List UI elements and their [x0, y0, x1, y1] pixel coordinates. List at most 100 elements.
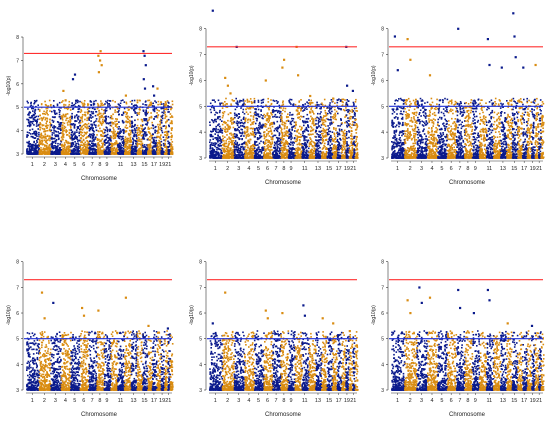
snp-point — [63, 114, 65, 116]
snp-point — [136, 127, 138, 129]
y-tick-label: 3 — [16, 152, 19, 158]
snp-point — [247, 101, 249, 103]
snp-point — [258, 127, 260, 129]
snp-point — [91, 152, 93, 154]
snp-point — [44, 139, 46, 141]
snp-point — [114, 101, 116, 103]
snp-point — [132, 130, 134, 132]
snp-point — [45, 125, 47, 127]
snp-point — [161, 112, 163, 114]
snp-point — [56, 150, 58, 152]
snp-point — [127, 127, 129, 129]
snp-point — [98, 120, 100, 122]
snp-point — [115, 124, 117, 126]
snp-point — [170, 133, 172, 135]
x-tick-label: 5 — [73, 162, 76, 168]
snp-peak-point — [156, 88, 158, 90]
snp-point — [239, 144, 241, 146]
snp-point — [56, 134, 58, 136]
snp-point — [222, 138, 224, 140]
snp-point — [26, 119, 28, 121]
snp-point — [142, 130, 144, 132]
snp-point — [40, 149, 42, 151]
snp-point — [93, 140, 95, 142]
snp-point — [222, 147, 224, 149]
snp-point — [234, 145, 236, 147]
snp-point — [89, 126, 91, 128]
snp-point — [264, 126, 266, 128]
snp-point — [212, 99, 214, 101]
snp-point — [282, 121, 284, 123]
snp-point — [215, 119, 217, 121]
snp-point — [26, 149, 28, 151]
snp-point — [232, 152, 234, 154]
snp-point — [145, 101, 147, 103]
snp-point — [216, 149, 218, 151]
snp-point — [95, 115, 97, 117]
snp-point — [256, 128, 258, 130]
snp-point — [159, 104, 161, 106]
snp-point — [140, 125, 142, 127]
snp-point — [31, 153, 33, 155]
snp-point — [124, 143, 126, 145]
snp-point — [164, 146, 166, 148]
snp-point — [41, 141, 43, 143]
snp-point — [119, 143, 121, 145]
snp-point — [211, 142, 213, 144]
snp-point — [76, 115, 78, 117]
snp-point — [151, 122, 153, 124]
snp-point — [266, 113, 268, 115]
snp-point — [156, 136, 158, 138]
snp-point — [119, 128, 121, 130]
snp-point — [109, 108, 111, 110]
snp-point — [171, 139, 173, 141]
snp-point — [28, 120, 30, 122]
snp-point — [130, 146, 132, 148]
snp-point — [27, 153, 29, 155]
snp-point — [59, 114, 61, 116]
snp-peak-point — [101, 64, 103, 66]
snp-point — [266, 118, 268, 120]
snp-point — [240, 149, 242, 151]
snp-point — [100, 153, 102, 155]
snp-point — [275, 147, 277, 149]
snp-point — [65, 114, 67, 116]
snp-point — [246, 111, 248, 113]
snp-point — [157, 153, 159, 155]
snp-point — [244, 150, 246, 152]
snp-point — [279, 125, 281, 127]
snp-point — [116, 126, 118, 128]
snp-point — [272, 126, 274, 128]
snp-point — [107, 131, 109, 133]
snp-point — [130, 134, 132, 136]
snp-point — [90, 104, 92, 106]
snp-point — [161, 115, 163, 117]
snp-point — [154, 100, 156, 102]
snp-point — [159, 124, 161, 126]
snp-point — [256, 118, 258, 120]
snp-point — [154, 153, 156, 155]
snp-point — [152, 137, 154, 139]
snp-point — [137, 143, 139, 145]
snp-point — [73, 134, 75, 136]
snp-point — [242, 131, 244, 133]
snp-point — [242, 125, 244, 127]
snp-point — [228, 147, 230, 149]
snp-point — [44, 101, 46, 103]
snp-point — [275, 152, 277, 154]
snp-point — [254, 136, 256, 138]
snp-point — [73, 150, 75, 152]
snp-point — [280, 149, 282, 151]
snp-point — [82, 149, 84, 151]
snp-point — [107, 105, 109, 107]
snp-point — [242, 153, 244, 155]
snp-point — [56, 131, 58, 133]
snp-point — [215, 126, 217, 128]
snp-point — [30, 105, 32, 107]
snp-point — [32, 110, 34, 112]
snp-point — [264, 136, 266, 138]
snp-point — [171, 123, 173, 125]
snp-point — [85, 149, 87, 151]
snp-point — [96, 130, 98, 132]
snp-peak-point — [145, 64, 147, 66]
